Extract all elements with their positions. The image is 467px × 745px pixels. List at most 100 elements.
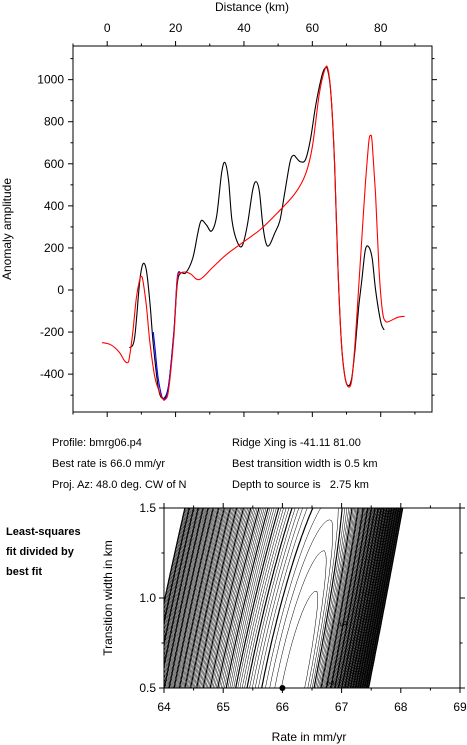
contour-line (171, 508, 391, 688)
contour-line (164, 508, 398, 688)
contour-x-tick-label: 67 (335, 700, 349, 714)
y-axis-title: Anomaly amplitude (0, 178, 14, 280)
contour-line (205, 508, 374, 688)
contour-line (196, 508, 379, 688)
contour-line (193, 508, 380, 688)
contour-y-tick-label: 1.0 (139, 591, 156, 605)
contour-line (252, 508, 350, 688)
contour-label-3: 3 (336, 620, 348, 629)
contour-line (202, 508, 376, 688)
transition-width-text: Best transition width is 0.5 km (232, 458, 378, 470)
y-tick-label: 800 (44, 115, 64, 129)
contour-line (261, 508, 343, 688)
contour-line (164, 508, 395, 688)
x-tick-label: 20 (169, 21, 183, 35)
contour-line (165, 508, 394, 688)
contour-line (217, 508, 369, 688)
x-tick-label: 60 (306, 21, 320, 35)
contour-line (178, 508, 388, 688)
contour-line (170, 508, 392, 688)
contour-x-tick-label: 64 (157, 700, 171, 714)
contour-line (229, 508, 362, 688)
contour-x-tick-label: 66 (276, 700, 290, 714)
contour-line (172, 508, 391, 688)
contour-line (235, 508, 359, 688)
synthetic-anomaly-line (101, 65, 405, 401)
misfit-contour-chart: 64 65 66 67 68 690.51.01.5 3 2 Rate in mm/yr … (101, 501, 467, 744)
contour-line (233, 508, 360, 688)
contour-line (195, 508, 380, 688)
caption-line-1: Least-squares (6, 526, 81, 538)
contour-line (220, 508, 367, 688)
y-tick-label: 1000 (37, 73, 64, 87)
contour-line (241, 508, 355, 688)
contour-line (188, 508, 383, 688)
x-tick-label: 40 (237, 21, 251, 35)
contour-label-2: 2 (324, 679, 336, 687)
contour-line (189, 508, 383, 688)
contour-line (265, 508, 339, 688)
contour-line (199, 508, 378, 688)
contour-line (190, 508, 382, 688)
x-tick-label: 0 (104, 21, 111, 35)
contour-line (215, 508, 369, 688)
contour-line (258, 508, 345, 688)
y-tick-label: 600 (44, 157, 64, 171)
contour-lines (164, 508, 404, 688)
contour-line (237, 508, 358, 688)
anomaly-ticks: 0 20 40 60 80 -400 -200 0 200 400 600 800 1000 (37, 21, 437, 417)
contour-line (209, 508, 373, 688)
contour-line (164, 508, 400, 688)
contour-line (249, 508, 351, 688)
contour-y-tick-label: 0.5 (139, 681, 156, 695)
contour-line (164, 508, 396, 688)
y-tick-label: 0 (57, 283, 64, 297)
caption-line-2: fit divided by (6, 546, 74, 558)
y-tick-label: -400 (40, 367, 64, 381)
contour-line (244, 508, 354, 688)
contour-line (208, 508, 373, 688)
contour-line (166, 508, 393, 688)
y-tick-label: -200 (40, 325, 64, 339)
contour-line (178, 508, 388, 688)
contour-line (274, 550, 327, 688)
contour-ticks: 64 65 66 67 68 69 0.5 1.0 1.5 (139, 501, 467, 714)
contour-line (200, 508, 377, 688)
anomaly-chart: 0 20 40 60 80 -400 -200 0 200 400 600 800 1000 Dista… (0, 0, 437, 417)
contour-line (207, 508, 374, 688)
contour-line (192, 508, 381, 688)
contour-line (173, 508, 390, 688)
contour-line (164, 508, 401, 688)
contour-line (222, 508, 366, 688)
contour-line (177, 508, 389, 688)
y-tick-label: 400 (44, 199, 64, 213)
contour-x-tick-label: 68 (394, 700, 408, 714)
contour-line (201, 508, 376, 688)
contour-line (186, 508, 384, 688)
caption-line-3: best fit (6, 566, 43, 578)
contour-line (246, 508, 353, 688)
contour-line (164, 508, 402, 688)
contour-y-axis-title: Transition width in km (101, 540, 115, 656)
contour-line (181, 508, 386, 688)
contour-line (184, 508, 385, 688)
contour-line (211, 508, 372, 688)
contour-line (164, 508, 402, 688)
contour-line (224, 508, 365, 688)
contour-line (164, 508, 400, 688)
contour-line (164, 508, 402, 688)
contour-line (167, 508, 393, 688)
contour-x-tick-label: 65 (217, 700, 231, 714)
contour-caption: Least-squares fit divided by best fit (6, 522, 106, 582)
contour-line (204, 508, 375, 688)
anomaly-series (101, 65, 405, 401)
contour-line (164, 508, 403, 688)
x-axis-title: Distance (km) (215, 0, 289, 14)
contour-y-tick-label: 1.5 (139, 501, 156, 515)
contour-line (164, 508, 398, 688)
contour-line (269, 519, 333, 688)
profile-text: Profile: bmrg06.p4 (52, 437, 142, 449)
contour-line (164, 508, 395, 688)
contour-line (239, 508, 357, 688)
contour-x-axis-title: Rate in mm/yr (272, 730, 347, 744)
